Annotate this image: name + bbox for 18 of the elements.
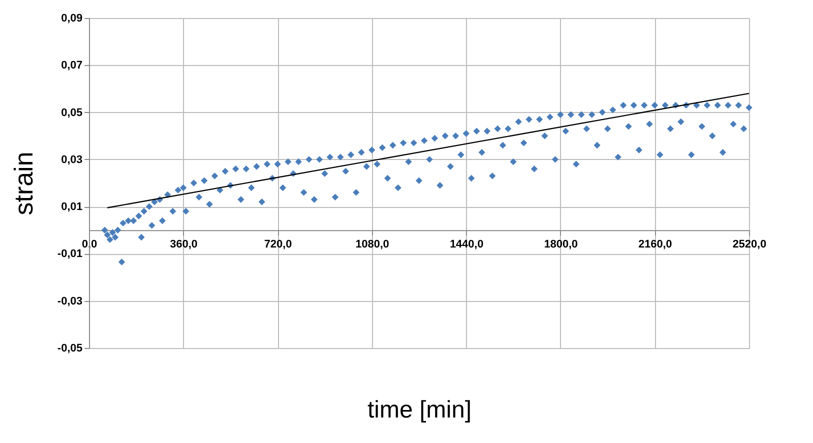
x-axis-title: time [min] [367, 396, 472, 424]
x-tick-label: 1440,0 [450, 238, 484, 251]
y-axis-title: strain [8, 152, 38, 216]
y-tick-label: 0,09 [61, 12, 82, 24]
y-tick-label: -0,05 [57, 342, 82, 354]
x-tick-label: 0,0 [82, 238, 98, 251]
y-tick-label: 0,07 [61, 60, 82, 72]
x-tick-label: 2160,0 [638, 238, 672, 251]
y-tick-label: 0,01 [61, 201, 82, 214]
x-tick-label: 1800,0 [544, 238, 578, 251]
y-tick-label: -0,01 [57, 248, 82, 260]
y-tick-label: 0,03 [61, 154, 82, 166]
y-tick-label: 0,05 [61, 106, 82, 119]
x-tick-label: 1080,0 [356, 238, 390, 251]
x-tick-label: 2520,0 [732, 238, 766, 251]
x-tick-label: 360,0 [170, 238, 198, 251]
y-tick-label: -0,03 [57, 295, 82, 308]
x-tick-label: 720,0 [264, 238, 292, 251]
